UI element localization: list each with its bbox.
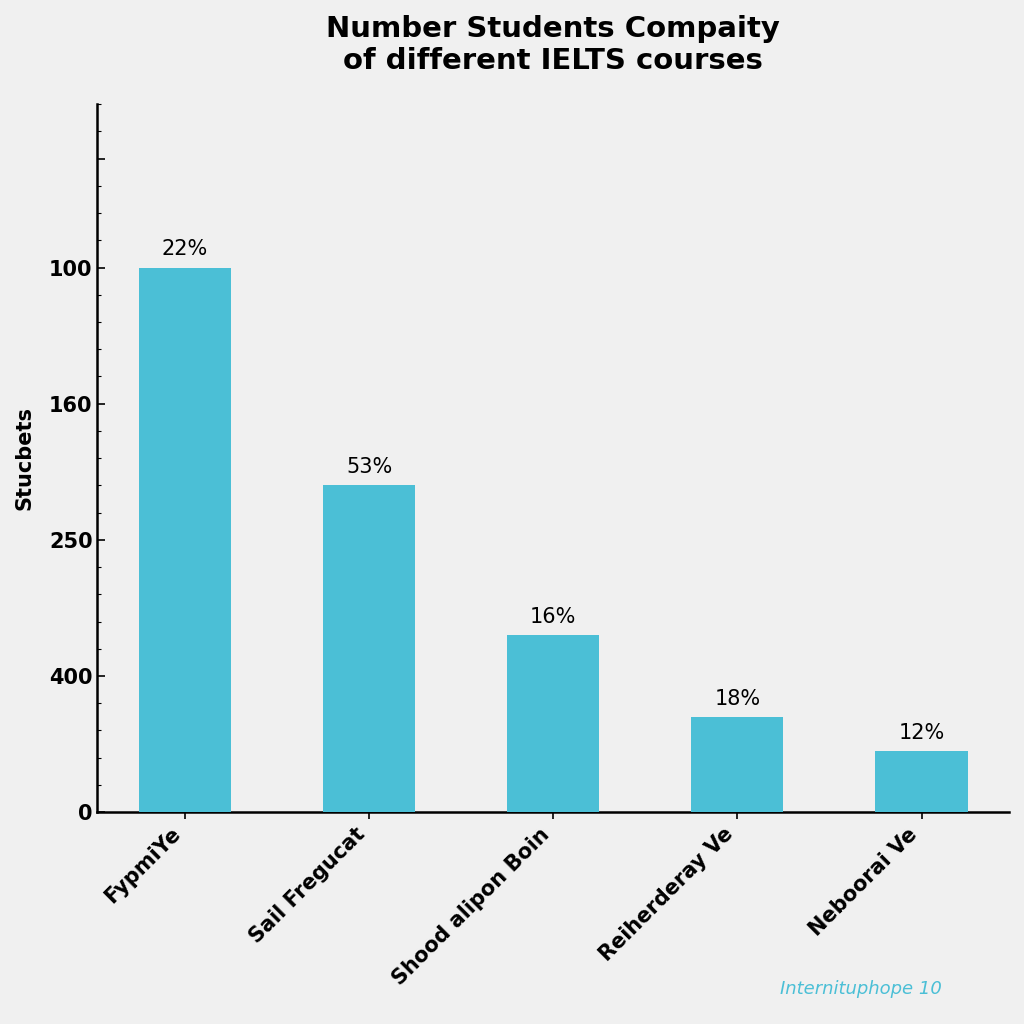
Bar — [139, 267, 230, 812]
Text: 53%: 53% — [346, 457, 392, 477]
Text: 18%: 18% — [715, 689, 761, 709]
Bar — [876, 751, 968, 812]
Text: Internituphope 10: Internituphope 10 — [780, 980, 942, 998]
Bar — [691, 717, 783, 812]
Title: Number Students Compaity
of different IELTS courses: Number Students Compaity of different IE… — [327, 15, 780, 76]
Bar — [507, 635, 599, 812]
Text: 16%: 16% — [530, 607, 577, 627]
Text: 22%: 22% — [162, 240, 208, 259]
Bar — [323, 485, 415, 812]
Text: 12%: 12% — [898, 723, 945, 742]
Y-axis label: Stucbets: Stucbets — [15, 407, 35, 510]
